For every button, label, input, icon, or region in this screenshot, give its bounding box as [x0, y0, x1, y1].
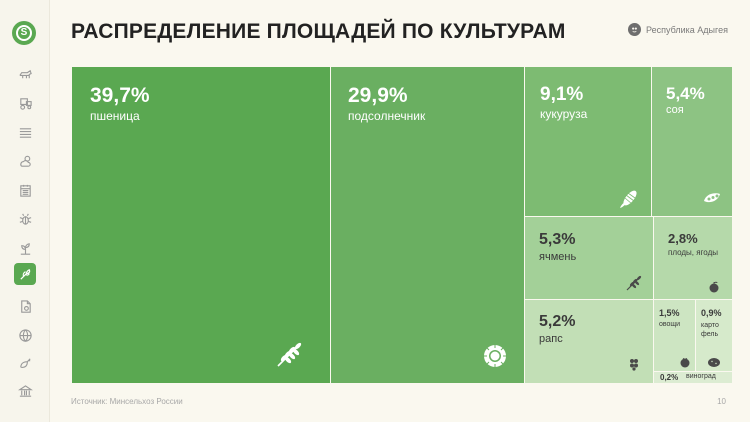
- tile-label: плоды, ягоды: [668, 248, 718, 257]
- potato-icon: [707, 355, 721, 371]
- tile-label: рапс: [539, 333, 563, 345]
- crop-area-treemap: 39,7% пшеница 29,9% подсолнечник 9,1% ку…: [71, 66, 733, 384]
- tile-percent: 39,7%: [90, 84, 150, 107]
- tile-percent: 1,5%: [659, 308, 680, 318]
- app-logo[interactable]: S: [12, 21, 36, 45]
- tile-percent: 5,3%: [539, 231, 576, 248]
- tile-percent: 0,9%: [701, 308, 722, 318]
- corn-icon: [617, 187, 641, 216]
- soy-icon: [702, 189, 722, 212]
- region-name: Республика Адыгея: [646, 24, 728, 35]
- vegetable-icon: [679, 355, 691, 371]
- tile-wheat[interactable]: 39,7% пшеница: [71, 66, 331, 384]
- tile-barley[interactable]: 5,3% ячмень: [524, 216, 654, 300]
- tile-percent: 9,1%: [540, 84, 584, 105]
- tile-fruits[interactable]: 2,8% плоды, ягоды: [653, 216, 733, 300]
- document-icon[interactable]: [14, 295, 36, 317]
- bank-icon[interactable]: [14, 380, 36, 402]
- wheat-icon: [274, 339, 304, 374]
- field-icon[interactable]: [14, 121, 36, 143]
- sidebar: S: [0, 0, 50, 422]
- tile-label: виноград: [686, 373, 716, 380]
- barley-icon: [625, 274, 643, 297]
- tile-label: овощи: [659, 321, 681, 328]
- crops-icon[interactable]: [14, 263, 36, 285]
- tile-rapeseed[interactable]: 5,2% рапс: [524, 299, 654, 384]
- pest-icon[interactable]: [14, 208, 36, 230]
- page-number: 10: [717, 397, 726, 406]
- tile-potato[interactable]: 0,9% карто фель: [695, 299, 733, 372]
- tile-label: подсолнечник: [348, 109, 426, 123]
- data-source: Источник: Минсельхоз России: [71, 397, 183, 406]
- region-map-icon: [628, 23, 642, 36]
- livestock-icon[interactable]: [14, 63, 36, 85]
- tile-label: ячмень: [539, 251, 577, 263]
- tile-soy[interactable]: 5,4% соя: [651, 66, 733, 217]
- tile-label: пшеница: [90, 109, 140, 123]
- weather-icon[interactable]: [14, 150, 36, 172]
- plant-icon[interactable]: [14, 237, 36, 259]
- tile-percent: 2,8%: [668, 231, 698, 246]
- globe-icon[interactable]: [14, 324, 36, 346]
- tile-percent: 0,2%: [660, 373, 679, 382]
- fruit-icon: [708, 280, 720, 298]
- region-selector[interactable]: Республика Адыгея: [628, 23, 728, 36]
- tile-percent: 29,9%: [348, 84, 408, 107]
- calendar-icon[interactable]: [14, 179, 36, 201]
- tile-label: соя: [666, 104, 684, 116]
- tile-grape[interactable]: 0,2% виноград: [653, 371, 733, 384]
- tile-corn[interactable]: 9,1% кукуруза: [524, 66, 652, 217]
- tractor-icon[interactable]: [14, 92, 36, 114]
- rapeseed-icon: [627, 357, 641, 376]
- logo-letter: S: [16, 25, 32, 41]
- tile-label: карто фель: [701, 322, 719, 338]
- tile-label: кукуруза: [540, 107, 588, 121]
- tile-percent: 5,2%: [539, 313, 576, 330]
- page-title: РАСПРЕДЕЛЕНИЕ ПЛОЩАДЕЙ ПО КУЛЬТУРАМ: [71, 20, 566, 43]
- sunflower-icon: [481, 342, 509, 375]
- vegetables-icon[interactable]: [14, 352, 36, 374]
- tile-vegetables[interactable]: 1,5% овощи: [653, 299, 696, 372]
- tile-sunflower[interactable]: 29,9% подсолнечник: [330, 66, 525, 384]
- tile-percent: 5,4%: [666, 84, 705, 103]
